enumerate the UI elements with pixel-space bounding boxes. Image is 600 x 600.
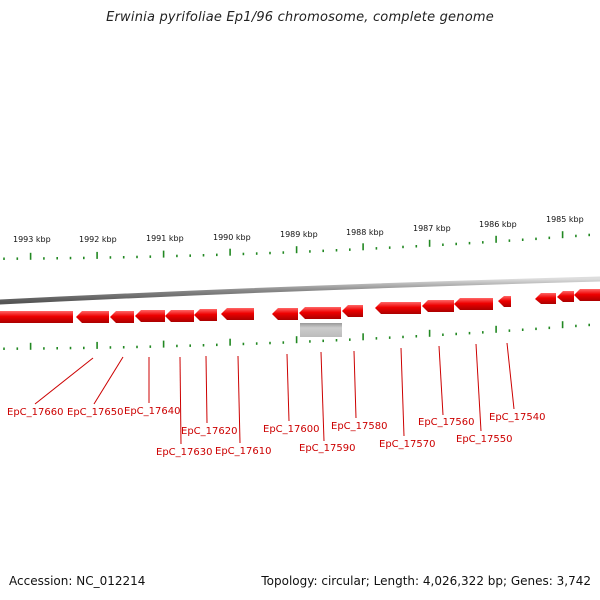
scale-label: 1987 kbp xyxy=(413,224,451,233)
gene-label: EpC_17640 xyxy=(124,406,180,417)
gene-arrow[interactable] xyxy=(221,308,254,320)
scale-label: 1988 kbp xyxy=(346,228,384,237)
gene-label: EpC_17550 xyxy=(456,434,512,445)
gene-arrow[interactable] xyxy=(299,307,341,319)
gene-label: EpC_17650 xyxy=(67,407,123,418)
chromosome-backbone xyxy=(0,276,600,305)
gene-arrow[interactable] xyxy=(135,310,165,322)
gene-label: EpC_17540 xyxy=(489,412,545,423)
gene-arrow[interactable] xyxy=(272,308,298,320)
gene-arrow[interactable] xyxy=(557,291,574,302)
gene-label: EpC_17610 xyxy=(215,446,271,457)
gene-label: EpC_17620 xyxy=(181,426,237,437)
gene-arrow[interactable] xyxy=(454,298,493,310)
gene-label: EpC_17590 xyxy=(299,443,355,454)
scale-label: 1993 kbp xyxy=(13,235,51,244)
gene-label: EpC_17570 xyxy=(379,439,435,450)
gene-label: EpC_17600 xyxy=(263,424,319,435)
gray-feature[interactable] xyxy=(300,323,342,337)
map-title: Erwinia pyrifoliae Ep1/96 chromosome, co… xyxy=(106,10,494,25)
gene-arrow[interactable] xyxy=(165,310,194,322)
scale-ticks-lower xyxy=(3,321,591,350)
gene-arrow[interactable] xyxy=(0,311,73,323)
scale-label: 1985 kbp xyxy=(546,215,584,224)
gene-track xyxy=(0,289,600,323)
scale-label: 1992 kbp xyxy=(79,235,117,244)
gene-arrow[interactable] xyxy=(110,311,134,323)
scale-label: 1991 kbp xyxy=(146,234,184,243)
gene-arrow[interactable] xyxy=(342,305,363,317)
gene-arrow[interactable] xyxy=(194,309,217,321)
gene-arrow[interactable] xyxy=(76,311,109,323)
gene-label: EpC_17660 xyxy=(7,407,63,418)
gene-arrow[interactable] xyxy=(375,302,421,314)
gene-arrow[interactable] xyxy=(574,289,600,301)
topology-summary: Topology: circular; Length: 4,026,322 bp… xyxy=(261,574,591,588)
scale-label: 1989 kbp xyxy=(280,230,318,239)
gene-arrow[interactable] xyxy=(535,293,556,304)
scale-label: 1990 kbp xyxy=(213,233,251,242)
accession-text: Accession: NC_012214 xyxy=(9,574,146,588)
gene-arrow[interactable] xyxy=(422,300,454,312)
label-leader-lines xyxy=(34,342,515,445)
gene-label: EpC_17630 xyxy=(156,447,212,458)
gene-arrow[interactable] xyxy=(498,296,511,307)
gene-label: EpC_17580 xyxy=(331,421,387,432)
gene-labels: EpC_17660 EpC_17650 EpC_17640 EpC_17630 … xyxy=(7,406,545,458)
scale-label: 1986 kbp xyxy=(479,220,517,229)
scale-ticks-upper xyxy=(3,231,591,260)
gene-label: EpC_17560 xyxy=(418,417,474,428)
